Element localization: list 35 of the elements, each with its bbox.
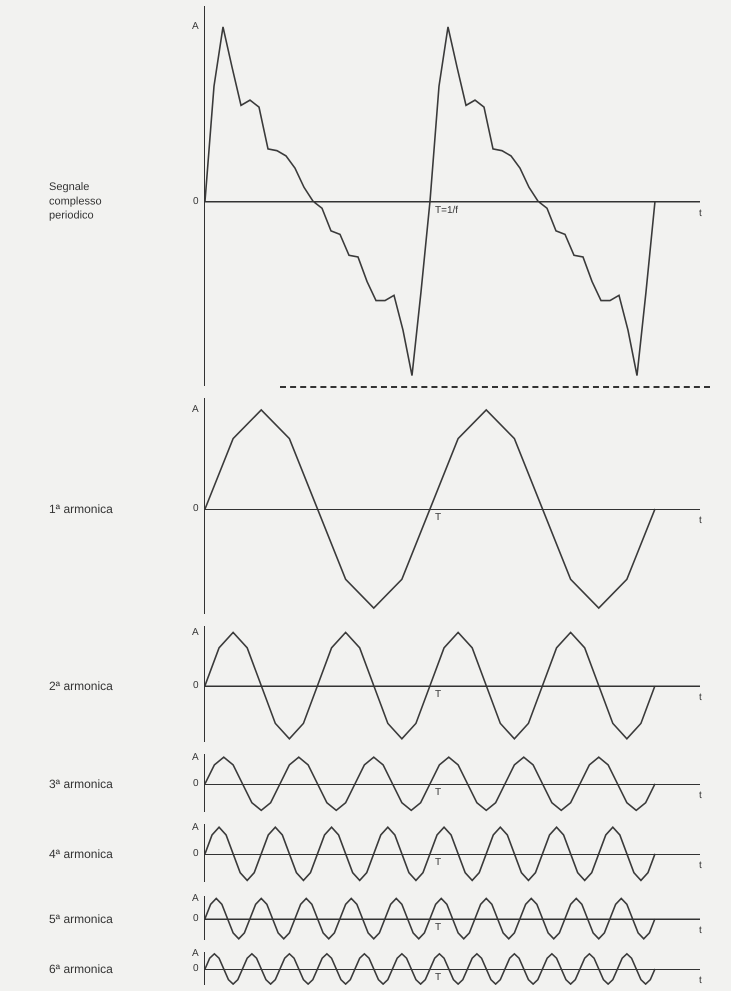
annotation: T [435,972,442,983]
x-axis-title: t [699,790,702,801]
x-axis-title: t [699,975,702,986]
y-axis-title: 2ª armonica [49,679,114,693]
annotation: T [435,857,442,868]
y-axis-title: 6ª armonica [49,962,114,976]
y-axis-title: 1ª armonica [49,502,114,516]
annotation: T [435,922,442,933]
x-axis-title: t [699,692,702,703]
annotation: A [192,404,199,415]
text: 0 [193,778,199,789]
annotation: T [435,689,442,700]
x-axis-title: t [699,515,702,526]
text: 0 [193,848,199,859]
annotation: T=1/f [435,205,458,216]
y-axis-title: 4ª armonica [49,847,114,861]
annotation: T [435,787,442,798]
y-axis-title: 5ª armonica [49,912,114,926]
annotation: 0 [193,680,199,691]
annotation: T [435,512,442,523]
text: A [192,893,199,904]
annotation: 0 [193,503,199,514]
text: 0 [193,963,199,974]
text: A [192,752,199,763]
x-axis-title: t [699,925,702,936]
x-axis-title: t [699,860,702,871]
text: A [192,21,199,32]
text: 0 [193,196,199,207]
x-axis-title: t [699,208,702,219]
y-axis-title: 3ª armonica [49,777,114,791]
text: A [192,822,199,833]
y-axis-title: Segnale complesso periodico [49,181,102,222]
text: A [192,948,199,959]
annotation: A [192,627,199,638]
text: 0 [193,913,199,924]
